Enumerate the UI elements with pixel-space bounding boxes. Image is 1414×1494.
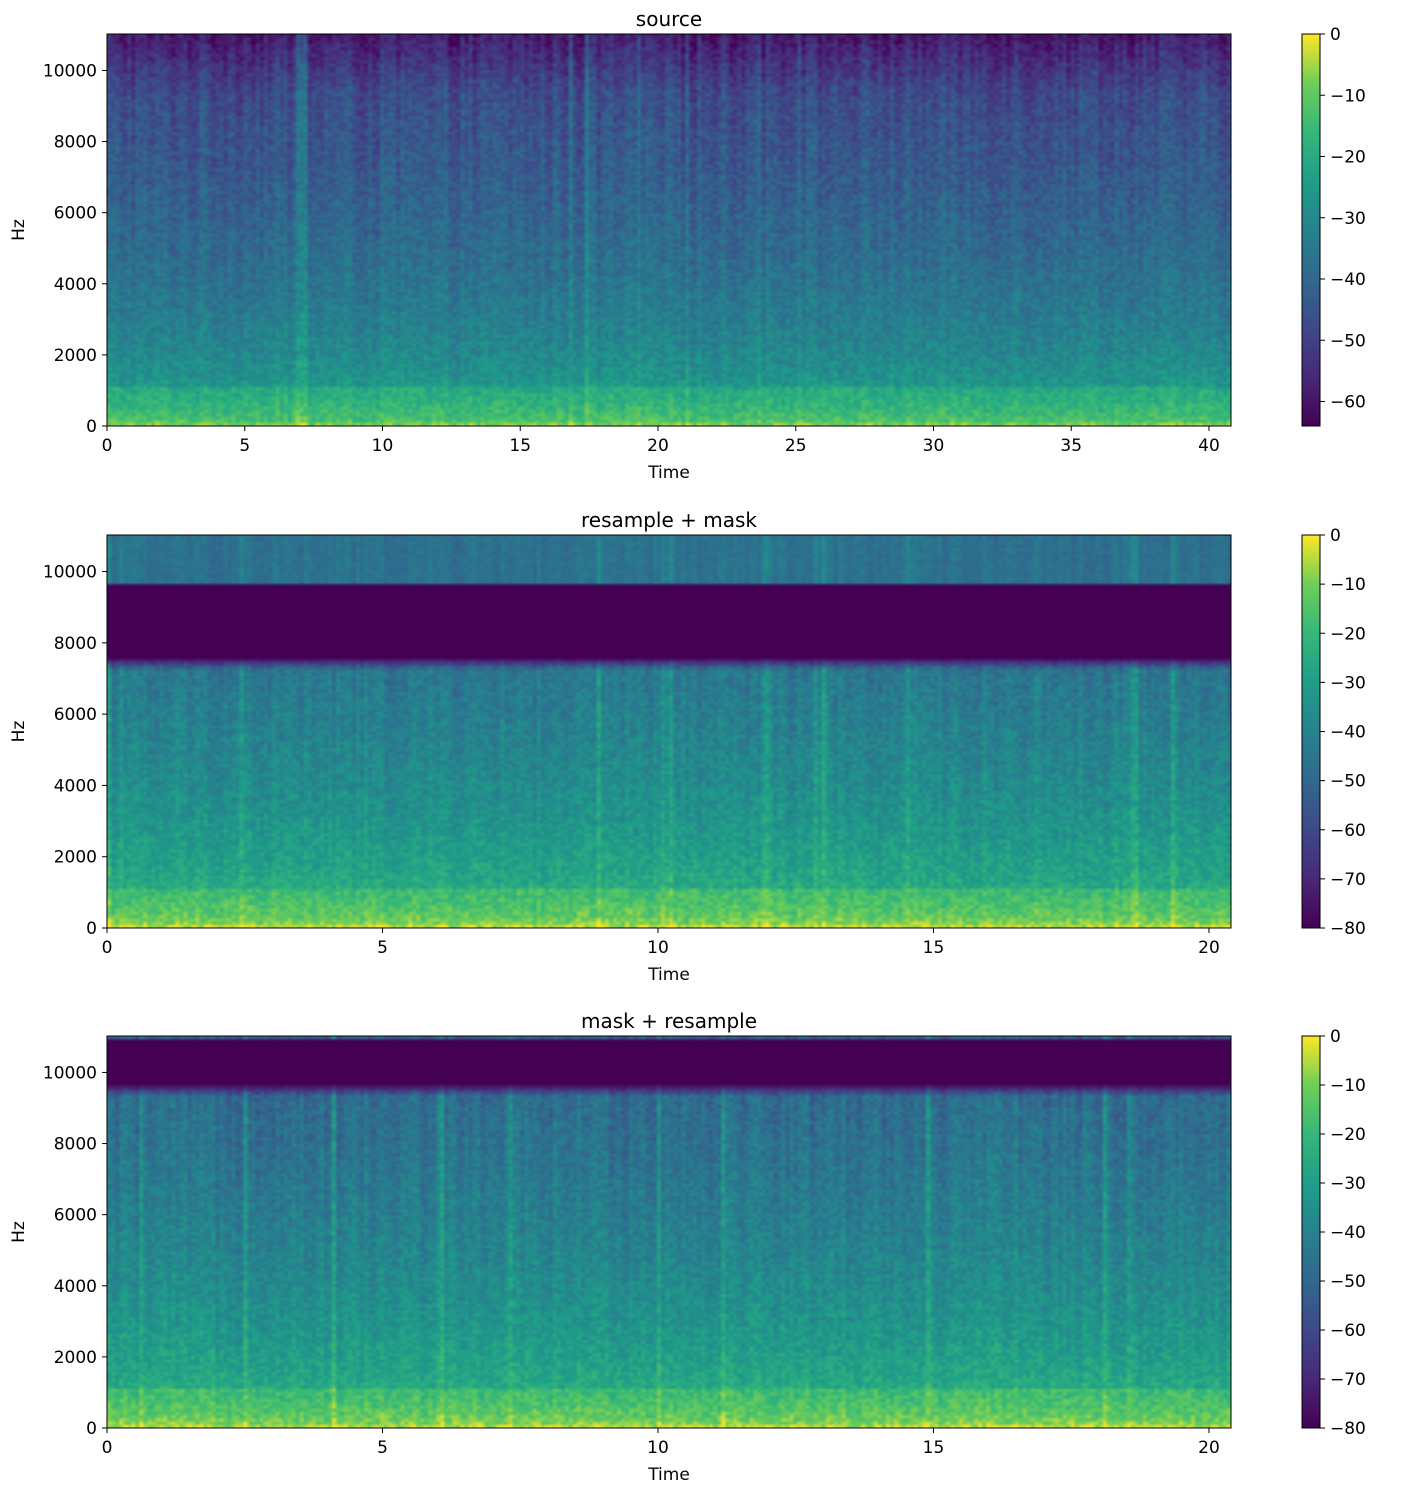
y-tick-label: 8000 bbox=[54, 634, 97, 654]
colorbar bbox=[1301, 33, 1321, 427]
chart-panel-3: mask + resample 0 5 10 15 20 Time 0 2000 4000 6000… bbox=[9, 1009, 1366, 1485]
x-tick-label: 15 bbox=[509, 436, 531, 456]
colorbar-tick-label: −20 bbox=[1330, 624, 1366, 644]
colorbar-tick-label: 0 bbox=[1330, 526, 1341, 546]
colorbar-tick-label: −40 bbox=[1330, 1223, 1366, 1243]
colorbar-tick-label: −50 bbox=[1330, 1272, 1366, 1292]
y-tick-label: 6000 bbox=[54, 204, 97, 224]
chart-panel-1: source 0 5 10 15 20 25 30 35 40 Time 0 2000 4000 6000 8… bbox=[9, 7, 1366, 483]
heatmap-image bbox=[107, 34, 1231, 426]
colorbar-tick-label: −30 bbox=[1330, 209, 1366, 229]
y-tick-label: 10000 bbox=[43, 61, 97, 81]
colorbar-tick-label: −10 bbox=[1330, 1076, 1366, 1096]
chart-title: mask + resample bbox=[581, 1009, 757, 1033]
colorbar-tick-label: −40 bbox=[1330, 723, 1366, 743]
x-tick-label: 5 bbox=[377, 1438, 388, 1458]
y-tick-label: 6000 bbox=[54, 1206, 97, 1226]
colorbar-tick-label: −70 bbox=[1330, 1370, 1366, 1390]
colorbar-tick-label: −20 bbox=[1330, 148, 1366, 168]
colorbar-tick-label: 0 bbox=[1330, 1027, 1341, 1047]
y-tick-label: 8000 bbox=[54, 1135, 97, 1155]
y-axis-label: Hz bbox=[9, 219, 29, 241]
heatmap-image bbox=[107, 535, 1231, 928]
x-tick-label: 30 bbox=[923, 436, 945, 456]
x-tick-label: 20 bbox=[1198, 1438, 1220, 1458]
colorbar bbox=[1301, 1035, 1321, 1429]
colorbar-tick-label: −50 bbox=[1330, 772, 1366, 792]
y-axis-label: Hz bbox=[9, 1221, 29, 1243]
y-tick-label: 4000 bbox=[54, 1277, 97, 1297]
colorbar-tick-label: −30 bbox=[1330, 673, 1366, 693]
colorbar-tick-label: −40 bbox=[1330, 270, 1366, 290]
chart-title: source bbox=[636, 7, 702, 31]
y-tick-label: 8000 bbox=[54, 133, 97, 153]
y-tick-label: 2000 bbox=[54, 848, 97, 868]
colorbar-tick-label: 0 bbox=[1330, 25, 1341, 45]
y-tick-label: 4000 bbox=[54, 776, 97, 796]
y-tick-label: 2000 bbox=[54, 1348, 97, 1368]
x-axis-label: Time bbox=[647, 1465, 690, 1485]
colorbar-tick-label: −80 bbox=[1330, 1419, 1366, 1439]
y-tick-label: 10000 bbox=[43, 563, 97, 583]
plot-frame bbox=[106, 1035, 1232, 1429]
x-tick-label: 0 bbox=[102, 436, 113, 456]
colorbar-tick-label: −50 bbox=[1330, 331, 1366, 351]
chart-title: resample + mask bbox=[581, 508, 757, 532]
colorbar-tick-label: −30 bbox=[1330, 1174, 1366, 1194]
y-tick-label: 0 bbox=[86, 919, 97, 939]
y-tick-label: 0 bbox=[86, 1419, 97, 1439]
x-tick-label: 15 bbox=[923, 1438, 945, 1458]
x-axis-label: Time bbox=[647, 463, 690, 483]
x-tick-label: 5 bbox=[239, 436, 250, 456]
x-tick-label: 25 bbox=[785, 436, 807, 456]
x-tick-label: 0 bbox=[102, 1438, 113, 1458]
y-tick-label: 0 bbox=[86, 417, 97, 437]
x-tick-label: 10 bbox=[647, 938, 669, 958]
colorbar-tick-label: −60 bbox=[1330, 1321, 1366, 1341]
x-tick-label: 20 bbox=[1198, 938, 1220, 958]
x-tick-label: 15 bbox=[923, 938, 945, 958]
heatmap-image bbox=[107, 1036, 1231, 1428]
plot-frame bbox=[106, 33, 1232, 427]
y-tick-label: 4000 bbox=[54, 275, 97, 295]
colorbar-tick-label: −60 bbox=[1330, 821, 1366, 841]
x-tick-label: 35 bbox=[1060, 436, 1082, 456]
x-tick-label: 20 bbox=[647, 436, 669, 456]
colorbar-tick-label: −70 bbox=[1330, 870, 1366, 890]
y-tick-label: 10000 bbox=[43, 1063, 97, 1083]
y-tick-label: 6000 bbox=[54, 705, 97, 725]
chart-panel-2: resample + mask 0 5 10 15 20 Time 0 2000 4000 6000… bbox=[9, 508, 1366, 985]
y-axis-label: Hz bbox=[9, 721, 29, 743]
x-tick-label: 10 bbox=[647, 1438, 669, 1458]
x-tick-label: 40 bbox=[1198, 436, 1220, 456]
plot-frame bbox=[106, 534, 1232, 929]
x-tick-label: 5 bbox=[377, 938, 388, 958]
x-tick-label: 10 bbox=[372, 436, 394, 456]
colorbar-tick-label: −80 bbox=[1330, 919, 1366, 939]
colorbar-tick-label: −60 bbox=[1330, 393, 1366, 413]
y-tick-label: 2000 bbox=[54, 346, 97, 366]
colorbar bbox=[1301, 534, 1321, 929]
x-tick-label: 0 bbox=[102, 938, 113, 958]
colorbar-tick-label: −20 bbox=[1330, 1125, 1366, 1145]
colorbar-tick-label: −10 bbox=[1330, 86, 1366, 106]
x-axis-label: Time bbox=[647, 965, 690, 985]
colorbar-tick-label: −10 bbox=[1330, 575, 1366, 595]
